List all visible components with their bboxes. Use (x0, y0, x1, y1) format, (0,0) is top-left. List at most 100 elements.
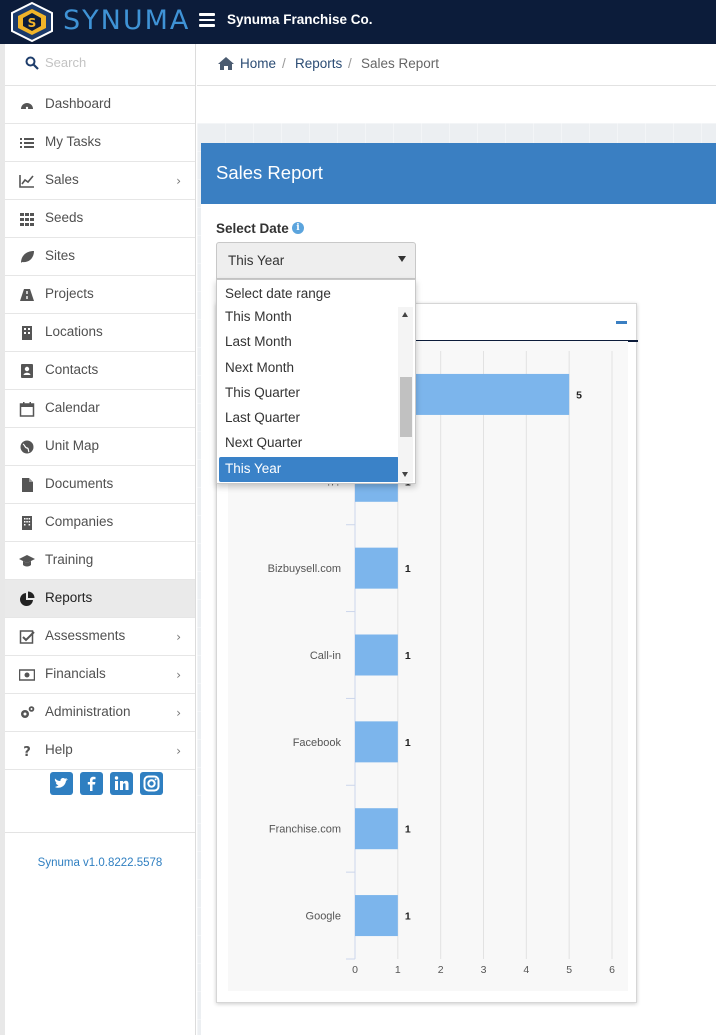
instagram-icon[interactable] (140, 772, 164, 795)
bar (355, 634, 398, 676)
sidebar-item-my-tasks[interactable]: My Tasks (5, 124, 195, 162)
calendar-icon (19, 402, 35, 417)
x-tick-label: 3 (481, 964, 487, 976)
dropdown-option[interactable]: Next Month (225, 359, 295, 375)
menu-toggle-icon[interactable] (199, 13, 215, 27)
line-chart-icon (19, 175, 34, 188)
sidebar-item-companies[interactable]: Companies (5, 504, 195, 542)
sidebar-item-training[interactable]: Training (5, 542, 195, 580)
graduation-cap-icon (19, 555, 35, 567)
category-label: Facebook (293, 737, 342, 749)
sidebar-item-assessments[interactable]: Assessments › (5, 618, 195, 656)
version-text: Synuma v1.0.8222.5578 (37, 857, 163, 869)
social-links (50, 772, 165, 800)
tasks-list-icon (20, 138, 34, 148)
category-label: Bizbuysell.com (268, 563, 341, 575)
sidebar-item-calendar[interactable]: Calendar (5, 390, 195, 428)
sidebar-item-unit-map[interactable]: Unit Map (5, 428, 195, 466)
sidebar-item-projects[interactable]: Projects (5, 276, 195, 314)
scroll-thumb[interactable] (400, 377, 412, 437)
scroll-down-icon[interactable] (402, 472, 408, 477)
x-tick-label: 6 (609, 964, 615, 976)
facebook-icon[interactable] (80, 772, 104, 795)
bar (355, 721, 398, 763)
x-tick-label: 0 (352, 964, 358, 976)
sidebar-item-sites[interactable]: Sites (5, 238, 195, 276)
sidebar-item-dashboard[interactable]: Dashboard (5, 86, 195, 124)
toolbar-strip (197, 87, 716, 123)
chevron-right-icon: › (176, 744, 181, 758)
synuma-logo-icon[interactable]: S (8, 1, 56, 43)
dropdown-options: This Month Last Month Next Month This Quart… (219, 305, 399, 483)
dropdown-option[interactable]: Next Quarter (225, 435, 303, 451)
category-label: Franchise.com (269, 824, 341, 836)
address-book-icon (21, 364, 33, 378)
home-icon[interactable] (217, 56, 235, 71)
sidebar-item-label: Projects (45, 286, 94, 301)
office-building-icon (22, 516, 32, 530)
scroll-up-icon[interactable] (402, 312, 408, 317)
sidebar-item-label: Reports (45, 590, 93, 605)
grid-icon (20, 213, 34, 226)
company-name: Synuma Franchise Co. (227, 12, 373, 27)
bar (355, 547, 398, 589)
sidebar-item-label: My Tasks (45, 134, 102, 149)
dropdown-option[interactable]: Last Quarter (225, 410, 301, 426)
panel-header: Sales Report (201, 143, 716, 204)
sidebar-item-label: Training (45, 552, 94, 567)
sidebar-item-documents[interactable]: Documents (5, 466, 195, 504)
sidebar-item-label: Seeds (45, 210, 84, 225)
sidebar-item-label: Contacts (45, 362, 99, 377)
file-icon (22, 478, 33, 492)
data-label: 1 (405, 563, 411, 575)
dropdown-option[interactable]: This Quarter (225, 384, 301, 400)
sidebar-item-label: Unit Map (45, 438, 100, 453)
x-tick-label: 5 (566, 964, 572, 976)
sidebar-item-label: Assessments (45, 628, 126, 643)
sidebar-item-label: Financials (45, 666, 106, 681)
sidebar-item-sales[interactable]: Sales › (5, 162, 195, 200)
dropdown-placeholder[interactable]: Select date range (225, 286, 331, 301)
sidebar-item-financials[interactable]: Financials › (5, 656, 195, 694)
dropdown-option[interactable]: This Month (225, 309, 292, 324)
money-icon (19, 669, 35, 681)
caret-down-icon (398, 256, 406, 262)
x-tick-label: 2 (438, 964, 444, 976)
dropdown-option[interactable]: Last Month (225, 334, 292, 350)
sidebar-item-reports[interactable]: Reports (2, 580, 195, 618)
sidebar-item-label: Documents (45, 476, 114, 491)
building-icon (22, 326, 32, 340)
x-tick-label: 4 (523, 964, 529, 976)
info-icon[interactable]: i (292, 222, 304, 234)
sidebar-item-seeds[interactable]: Seeds (5, 200, 195, 238)
chevron-right-icon: › (176, 630, 181, 644)
svg-text:S: S (28, 16, 37, 30)
sidebar-item-label: Companies (45, 514, 114, 529)
breadcrumb-home[interactable]: Home (240, 56, 277, 71)
sidebar-item-help[interactable]: ? Help › (5, 732, 195, 770)
twitter-icon[interactable] (50, 772, 73, 795)
sidebar-item-label: Administration (45, 704, 131, 719)
breadcrumb: Home / Reports / Sales Report (197, 44, 716, 86)
page-title: Sales Report (216, 162, 323, 183)
dropdown-scrollbar[interactable] (398, 307, 413, 482)
dropdown-option[interactable]: This Year (219, 456, 399, 483)
select-date-label: Select Date (216, 221, 289, 236)
search-icon (25, 56, 39, 70)
check-square-icon (19, 630, 35, 644)
category-label: Google (306, 911, 341, 923)
sidebar-item-label: Dashboard (45, 96, 112, 111)
sidebar-item-locations[interactable]: Locations (5, 314, 195, 352)
collapse-icon[interactable] (616, 321, 627, 324)
breadcrumb-reports[interactable]: Reports (295, 56, 343, 71)
data-label: 1 (405, 737, 411, 749)
brand-name: SYNUMA (63, 5, 191, 36)
search-input[interactable] (45, 55, 185, 70)
top-navbar: S SYNUMA Synuma Franchise Co. (0, 0, 716, 44)
sidebar-item-contacts[interactable]: Contacts (5, 352, 195, 390)
date-range-select[interactable]: This Year (216, 242, 416, 279)
sidebar-item-administration[interactable]: Administration › (5, 694, 195, 732)
linkedin-icon[interactable] (110, 772, 134, 795)
bar (355, 895, 398, 937)
data-label: 5 (576, 389, 582, 401)
